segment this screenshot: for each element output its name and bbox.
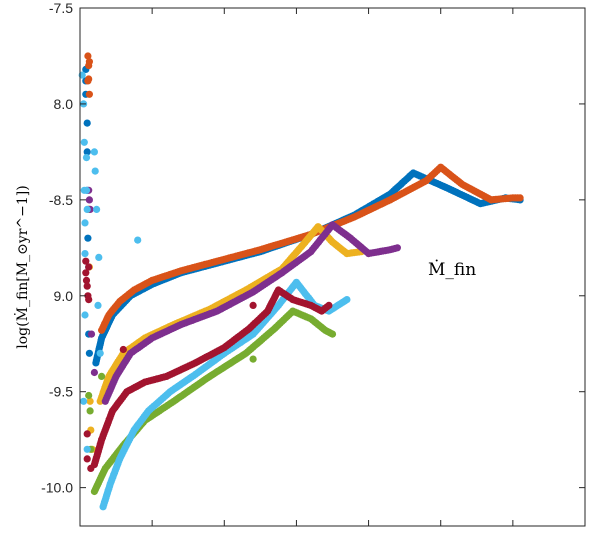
data-point (85, 349, 93, 357)
data-point (81, 311, 89, 319)
ticks-layer: -7.5 8.0 -8.5 9.0 -9.5 -10.0 (41, 0, 586, 526)
data-point (84, 77, 92, 85)
series-layer (78, 52, 524, 511)
data-point (83, 282, 91, 290)
data-point (93, 205, 101, 213)
y-tick-label: -10.0 (41, 480, 73, 496)
data-point (91, 167, 99, 175)
data-point (85, 58, 93, 66)
data-point (82, 269, 90, 277)
data-point (84, 234, 92, 242)
data-point (87, 464, 95, 472)
y-tick-label: 9.0 (54, 288, 74, 304)
data-point (83, 445, 91, 453)
series-annotation: Ṁ_fin (428, 259, 476, 280)
data-point (83, 205, 91, 213)
data-point (82, 186, 91, 194)
data-point (80, 138, 88, 146)
y-tick-label: -7.5 (49, 0, 73, 16)
data-point (393, 244, 401, 252)
series-6 (82, 257, 333, 472)
data-point (85, 196, 93, 204)
data-point (90, 148, 98, 156)
series-0 (82, 65, 524, 367)
data-point (82, 276, 91, 284)
y-tick-label: 8.0 (54, 96, 74, 112)
data-point (249, 355, 257, 363)
data-point (82, 257, 90, 265)
data-point (328, 330, 337, 338)
data-point (325, 301, 333, 309)
y-tick-label: -9.5 (49, 384, 73, 400)
data-point (119, 345, 127, 354)
series-3 (85, 186, 401, 405)
data-point (80, 397, 88, 405)
data-point (95, 253, 103, 261)
data-point (85, 90, 93, 98)
data-point (83, 148, 91, 156)
data-point (83, 430, 91, 438)
data-point (83, 119, 91, 127)
data-point (83, 455, 91, 463)
data-point (98, 372, 106, 380)
data-point (90, 368, 98, 377)
data-point (134, 236, 142, 244)
data-point (85, 263, 93, 271)
series-5 (78, 71, 351, 511)
data-point (87, 330, 96, 338)
data-point (85, 391, 93, 400)
data-point (516, 194, 524, 202)
data-point (86, 397, 94, 405)
data-point (85, 296, 93, 304)
data-point (249, 301, 257, 309)
data-point (84, 52, 92, 60)
data-point (81, 250, 89, 258)
axes-box (79, 7, 586, 527)
data-point (343, 296, 351, 304)
data-point (86, 407, 94, 415)
data-point (94, 301, 102, 309)
y-axis-label: log(Ṁ_fin[M_⊙yr^−1]) (13, 185, 31, 348)
y-tick-label: -8.5 (49, 192, 73, 208)
data-point (81, 219, 89, 227)
data-point (82, 154, 91, 162)
data-point (96, 349, 104, 357)
